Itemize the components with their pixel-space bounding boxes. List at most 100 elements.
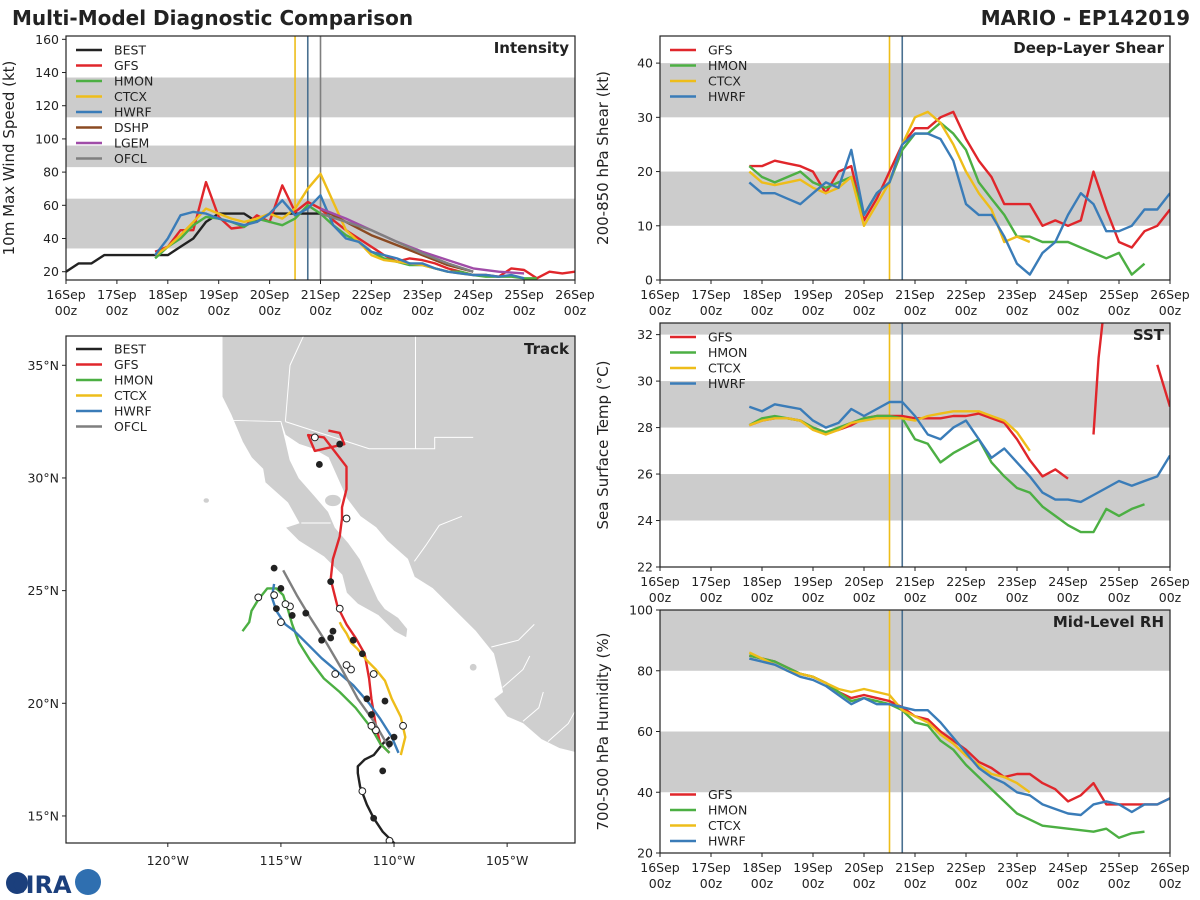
intensity-series-ofcl bbox=[320, 212, 474, 273]
intensity-series-ctcx bbox=[154, 172, 474, 277]
shear-xtick-date: 26Sep bbox=[1150, 287, 1190, 302]
track-marker-open bbox=[254, 593, 263, 602]
rh-xtick-date: 21Sep bbox=[895, 860, 935, 875]
intensity-xtick-hour: 00z bbox=[157, 303, 180, 318]
land-baja-peninsula bbox=[232, 420, 409, 639]
intensity-ytick-label: 120 bbox=[35, 98, 59, 113]
track-marker-filled bbox=[349, 636, 357, 644]
rh-xtick-hour: 00z bbox=[1159, 876, 1182, 891]
track-panel: 120°W 115°W 110°W 105°W 15°N 20°N 25°N 30°N 35°N… bbox=[27, 335, 576, 868]
track-marker-filled bbox=[386, 740, 393, 748]
rh-xtick-hour: 00z bbox=[700, 876, 723, 891]
rh-ytick-label: 20 bbox=[637, 846, 653, 861]
sst-ytick-label: 24 bbox=[637, 513, 653, 528]
rh-ylabel: 700-500 hPa Humidity (%) bbox=[594, 632, 612, 830]
intensity-ytick-label: 160 bbox=[35, 32, 59, 47]
shear-plot-body bbox=[660, 36, 1170, 280]
intensity-xtick-hour: 00z bbox=[360, 303, 383, 318]
sst-title: SST bbox=[1133, 326, 1165, 344]
track-marker-filled bbox=[272, 605, 280, 613]
sst-xtick-date: 19Sep bbox=[793, 574, 833, 589]
rh-legend-label: GFS bbox=[708, 787, 733, 802]
sst-band bbox=[660, 323, 1170, 335]
track-ytick-label: 30°N bbox=[27, 470, 59, 485]
shear-xtick-hour: 00z bbox=[1159, 303, 1182, 318]
logo-swirl-icon bbox=[75, 869, 101, 895]
sst-xtick-date: 25Sep bbox=[1099, 574, 1139, 589]
sst-xtick-hour: 00z bbox=[955, 590, 978, 605]
rh-ytick-label: 80 bbox=[637, 663, 653, 678]
land-border bbox=[502, 655, 531, 688]
track-ytick-label: 20°N bbox=[27, 696, 59, 711]
land-border bbox=[547, 710, 575, 742]
track-marker-open bbox=[369, 670, 378, 678]
cira-logo: CIRA bbox=[6, 869, 101, 899]
intensity-series-hwrf bbox=[154, 194, 525, 280]
sst-xtick-date: 23Sep bbox=[997, 574, 1037, 589]
track-marker-open bbox=[310, 433, 319, 442]
track-marker-filled bbox=[336, 440, 344, 448]
track-legend-label: GFS bbox=[114, 357, 139, 372]
shear-ylabel: 200-850 hPa Shear (kt) bbox=[594, 71, 612, 245]
track-marker-filled bbox=[302, 609, 310, 617]
track-xtick-label: 110°W bbox=[373, 853, 415, 868]
track-marker-open bbox=[342, 514, 351, 523]
sst-xtick-hour: 00z bbox=[1159, 590, 1182, 605]
intensity-xtick-hour: 00z bbox=[106, 303, 129, 318]
intensity-legend-label: OFCL bbox=[114, 151, 147, 166]
shear-xtick-hour: 00z bbox=[649, 303, 672, 318]
sst-xtick-date: 17Sep bbox=[691, 574, 731, 589]
shear-legend-label: HWRF bbox=[708, 89, 746, 104]
sst-series-ctcx bbox=[748, 410, 1031, 452]
rh-xtick-date: 18Sep bbox=[742, 860, 782, 875]
shear-xtick-date: 20Sep bbox=[844, 287, 884, 302]
land-border bbox=[284, 336, 304, 422]
rh-band bbox=[660, 610, 1170, 671]
intensity-legend-label: HWRF bbox=[114, 105, 152, 120]
rh-xtick-date: 19Sep bbox=[793, 860, 833, 875]
shear-xtick-date: 18Sep bbox=[742, 287, 782, 302]
sst-xtick-date: 26Sep bbox=[1150, 574, 1190, 589]
sst-ytick-label: 22 bbox=[637, 560, 653, 575]
track-marker-filled bbox=[363, 695, 371, 703]
sst-series-gfs bbox=[1092, 323, 1104, 435]
sst-xtick-date: 22Sep bbox=[946, 574, 986, 589]
track-marker-open bbox=[358, 787, 367, 796]
rh-xtick-date: 24Sep bbox=[1048, 860, 1088, 875]
intensity-xtick-date: 16Sep bbox=[46, 287, 86, 302]
rh-ytick-label: 40 bbox=[637, 785, 653, 800]
land-border bbox=[413, 515, 463, 562]
sst-xtick-hour: 00z bbox=[1108, 590, 1131, 605]
track-legend-label: HWRF bbox=[114, 404, 152, 419]
intensity-series-best bbox=[66, 212, 321, 273]
intensity-xtick-date: 20Sep bbox=[250, 287, 290, 302]
shear-ytick-label: 40 bbox=[637, 56, 653, 71]
intensity-xtick-date: 24Sep bbox=[453, 287, 493, 302]
track-xtick-label: 115°W bbox=[260, 853, 302, 868]
rh-ytick-label: 60 bbox=[637, 724, 653, 739]
shear-xtick-date: 17Sep bbox=[691, 287, 731, 302]
intensity-xtick-hour: 00z bbox=[462, 303, 485, 318]
sst-series-hmon bbox=[748, 414, 1145, 534]
track-series-hmon bbox=[241, 587, 391, 754]
logo-text: CIRA bbox=[8, 871, 72, 899]
track-marker-open bbox=[335, 604, 344, 613]
shear-xtick-hour: 00z bbox=[700, 303, 723, 318]
shear-xtick-date: 24Sep bbox=[1048, 287, 1088, 302]
intensity-xtick-date: 18Sep bbox=[148, 287, 188, 302]
intensity-xtick-hour: 00z bbox=[55, 303, 78, 318]
rh-series-hwrf bbox=[749, 657, 1170, 817]
track-marker-filled bbox=[270, 564, 278, 572]
track-frame bbox=[65, 335, 576, 844]
plot-area: 2040608010012014016016Sep00z17Sep00z18Se… bbox=[0, 32, 1190, 891]
rh-xtick-hour: 00z bbox=[853, 876, 876, 891]
track-marker-filled bbox=[288, 612, 296, 619]
shear-panel: 01020304016Sep00z17Sep00z18Sep00z19Sep00… bbox=[594, 35, 1190, 318]
shear-xtick-date: 19Sep bbox=[793, 287, 833, 302]
intensity-series-lgem bbox=[320, 207, 525, 275]
rh-xtick-date: 23Sep bbox=[997, 860, 1037, 875]
track-series-gfs bbox=[306, 429, 391, 754]
shear-xtick-date: 22Sep bbox=[946, 287, 986, 302]
track-legend-label: HMON bbox=[114, 373, 153, 388]
